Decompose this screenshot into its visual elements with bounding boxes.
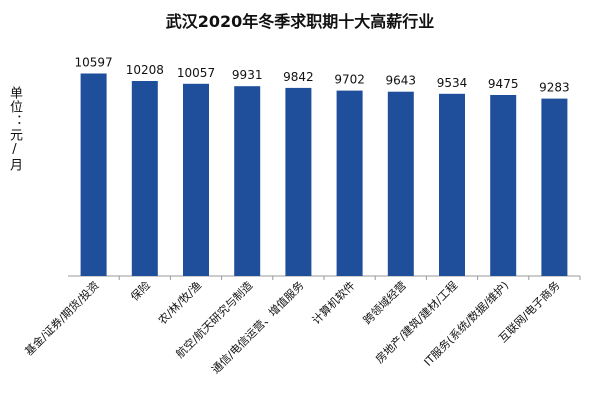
data-label: 9475	[488, 77, 519, 91]
data-label: 9643	[386, 74, 417, 88]
bar	[80, 73, 107, 276]
x-tick-label: 农/林/牧/渔	[155, 278, 204, 327]
bar	[285, 87, 312, 277]
x-tick-label: 通信/电信运营、增值服务	[208, 278, 306, 376]
data-label: 9702	[334, 73, 365, 87]
x-tick-label: 跨领域经营	[360, 278, 409, 327]
bar	[490, 95, 517, 276]
x-tick-label: 房地产/建筑/建材/工程	[372, 278, 460, 366]
data-label: 10597	[75, 56, 113, 70]
bar	[439, 93, 465, 276]
data-label: 10057	[177, 66, 215, 80]
x-tick-label: IT服务(系统/数据/维护)	[421, 278, 511, 368]
bar	[183, 83, 209, 276]
bar	[336, 90, 363, 276]
bar	[387, 91, 414, 276]
x-tick-label: 基金/证券/期货/投资	[22, 278, 102, 358]
data-label: 10208	[126, 63, 164, 77]
data-label: 9534	[437, 76, 468, 90]
data-label: 9842	[283, 70, 314, 84]
data-label: 9931	[232, 68, 263, 82]
bar	[234, 86, 261, 276]
x-tick-label: 保险	[127, 278, 152, 303]
x-tick-label: 计算机软件	[309, 278, 358, 327]
y-axis-label: 单位：元/月	[7, 86, 22, 172]
bar	[541, 98, 568, 276]
bar	[131, 81, 158, 276]
chart-title: 武汉2020年冬季求职期十大高薪行业	[165, 12, 435, 31]
data-label: 9283	[539, 81, 570, 95]
